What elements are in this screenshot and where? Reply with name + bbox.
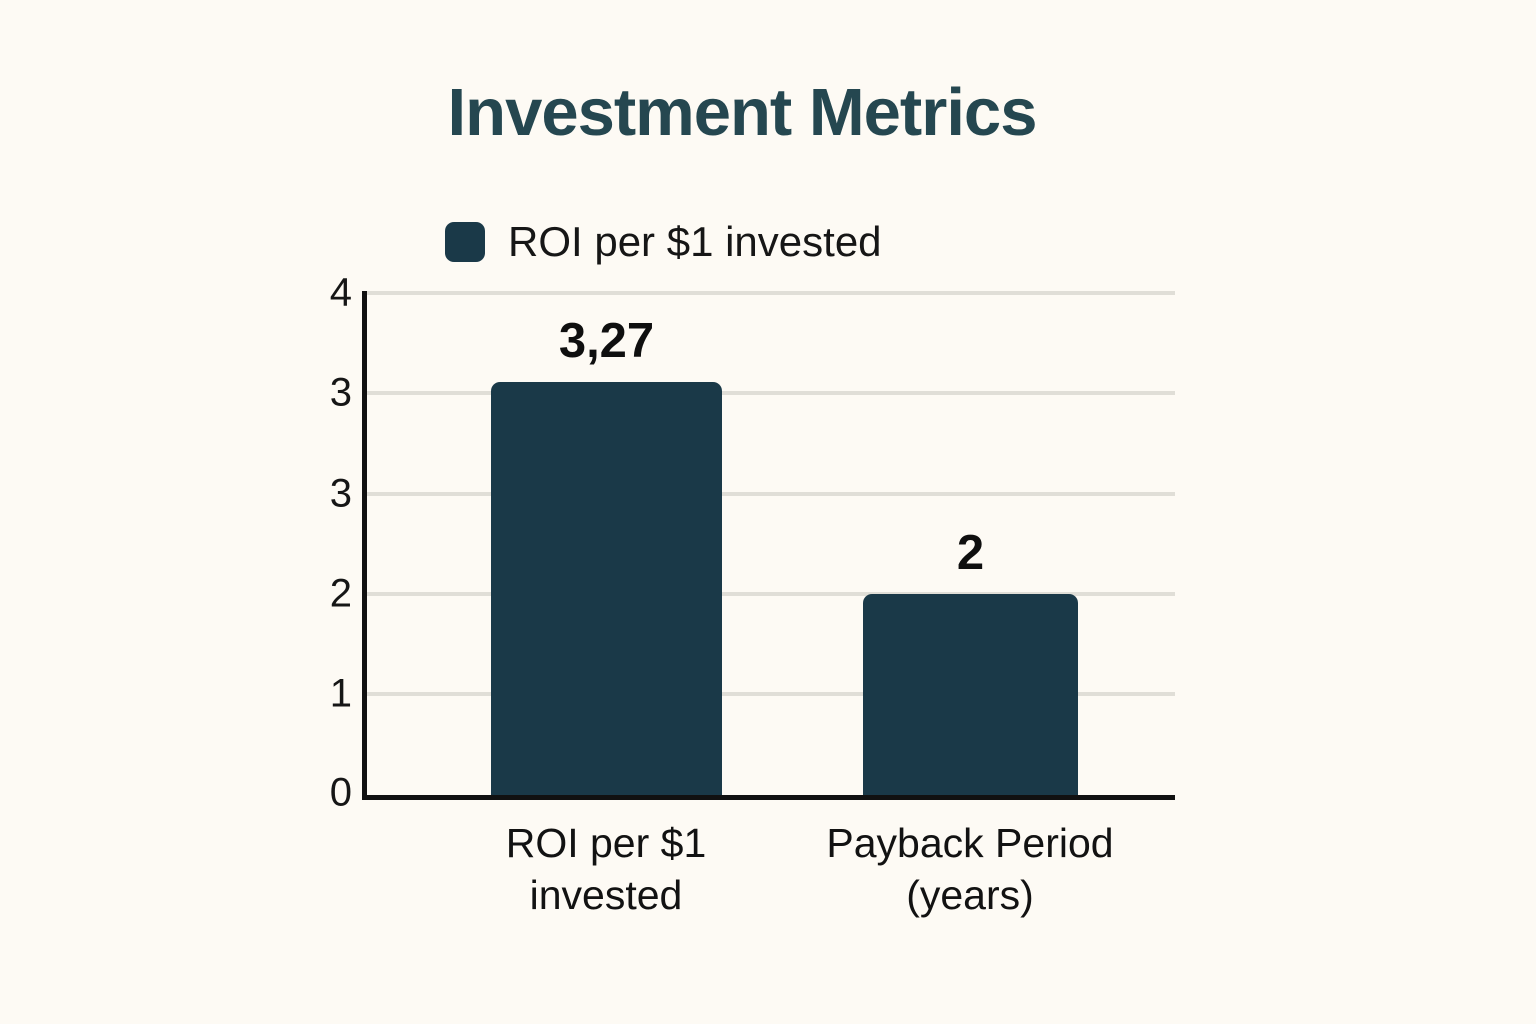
- gridline: [367, 291, 1175, 295]
- y-tick-label: 1: [329, 671, 352, 716]
- x-tick-line-1: Payback Period: [826, 820, 1114, 866]
- y-axis-line: [362, 291, 367, 800]
- y-tick-label: 0: [329, 770, 352, 815]
- y-tick-label: 3: [329, 471, 352, 516]
- bar-roi-per-dollar: 3,27: [491, 314, 722, 795]
- y-tick-label: 2: [329, 571, 352, 616]
- bar-payback-period: 2: [863, 526, 1078, 795]
- gridline: [367, 492, 1175, 496]
- gridline: [367, 692, 1175, 696]
- gridline: [367, 592, 1175, 596]
- x-tick-line-2: (years): [906, 872, 1034, 918]
- legend: ROI per $1 invested: [445, 218, 882, 266]
- gridline: [367, 391, 1175, 395]
- chart-title: Investment Metrics: [447, 75, 1038, 150]
- bar-value-label: 2: [956, 526, 985, 580]
- plot-area: 3,27 2: [362, 291, 1175, 800]
- y-tick-label: 4: [329, 270, 352, 315]
- x-tick-line-2: invested: [529, 872, 683, 918]
- legend-swatch-icon: [445, 222, 485, 262]
- y-tick-label: 3: [329, 370, 352, 415]
- y-axis-tick-labels: 4 3 3 2 1 0: [0, 271, 352, 815]
- legend-label: ROI per $1 invested: [508, 218, 882, 265]
- x-tick-label-payback: Payback Period (years): [760, 817, 1180, 921]
- x-tick-line-1: ROI per $1: [505, 820, 707, 866]
- x-axis-line: [362, 795, 1175, 800]
- x-tick-label-roi: ROI per $1 invested: [396, 817, 816, 921]
- bar-value-label: 3,27: [558, 314, 655, 368]
